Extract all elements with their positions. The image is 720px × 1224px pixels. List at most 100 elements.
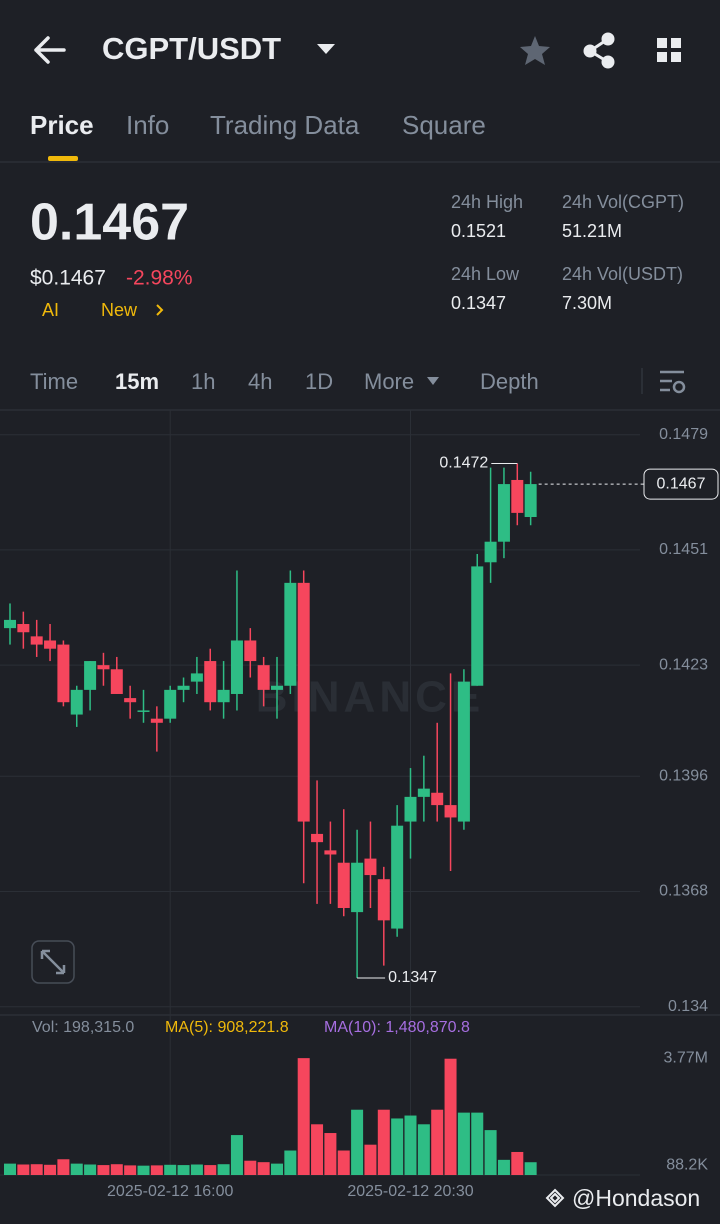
layout-icon[interactable] <box>657 38 681 62</box>
share-icon[interactable] <box>583 32 615 69</box>
candle-body <box>17 624 30 633</box>
candle-body <box>70 689 83 715</box>
ma10-label: MA(10): 1,480,870.8 <box>324 1019 470 1036</box>
volume-bar <box>137 1165 150 1175</box>
tab[interactable]: Price <box>30 110 94 140</box>
volume-bar <box>311 1124 324 1175</box>
y-tick-label: 0.1396 <box>659 768 708 785</box>
candle-body <box>337 862 350 908</box>
dropdown-caret[interactable] <box>317 44 335 54</box>
interval-option[interactable]: Depth <box>480 369 539 394</box>
volume-bar <box>297 1058 310 1175</box>
interval-option[interactable]: 4h <box>248 369 272 394</box>
volume-bar <box>84 1164 97 1175</box>
volume-bar <box>404 1115 417 1175</box>
volume-bar <box>364 1144 377 1175</box>
stat-value: 51.21M <box>562 221 622 241</box>
logo-mark <box>545 1188 565 1208</box>
volume-bar <box>417 1124 430 1175</box>
candle-body <box>124 698 137 703</box>
volume-bar <box>444 1058 457 1175</box>
y-tick-label: 0.1451 <box>659 541 708 558</box>
volume-bar <box>177 1165 190 1175</box>
candle-body <box>297 582 310 822</box>
active-tab-indicator <box>48 156 78 161</box>
volume-bar <box>377 1109 390 1175</box>
interval-option[interactable]: 1D <box>305 369 333 394</box>
stat-label: 24h Low <box>451 264 520 284</box>
chart-settings-icon[interactable] <box>660 370 686 394</box>
tab[interactable]: Info <box>126 110 169 140</box>
candle-body <box>84 661 97 690</box>
candle-body <box>257 665 270 690</box>
volume-bar <box>457 1112 470 1175</box>
volume-bar <box>150 1165 163 1175</box>
candle-body <box>164 689 177 719</box>
candle-body <box>364 858 377 876</box>
candle-body <box>244 640 257 662</box>
tab[interactable]: Trading Data <box>210 110 360 140</box>
interval-option[interactable]: 15m <box>115 369 159 394</box>
volume-bar <box>217 1164 230 1175</box>
stat-label: 24h Vol(USDT) <box>562 264 683 284</box>
volume-bar <box>124 1165 137 1175</box>
candle-body <box>44 640 57 649</box>
volume-tick-label: 3.77M <box>664 1049 708 1066</box>
candle-body <box>524 484 537 518</box>
candle-body <box>177 685 190 690</box>
stat-value: 0.1347 <box>451 293 506 313</box>
interval-option[interactable]: Time <box>30 369 78 394</box>
volume-bar <box>190 1164 203 1175</box>
volume-bar <box>337 1150 350 1175</box>
chevron <box>156 304 164 316</box>
favorite-star[interactable] <box>520 36 550 65</box>
candle-body <box>417 788 430 797</box>
max-label: 0.1472 <box>439 455 488 472</box>
volume-bar <box>244 1160 257 1175</box>
stat-label: 24h High <box>451 192 523 212</box>
candle-body <box>497 484 510 542</box>
candle-body <box>110 669 123 694</box>
volume-bar <box>44 1164 57 1175</box>
candle-body <box>150 718 163 723</box>
interval-option[interactable]: 1h <box>191 369 215 394</box>
volume-bar <box>164 1164 177 1175</box>
candle-body <box>230 640 243 694</box>
candle-body <box>217 689 230 703</box>
volume-bar <box>4 1163 16 1175</box>
stat-label: 24h Vol(CGPT) <box>562 192 684 212</box>
volume-bar <box>230 1135 243 1175</box>
volume-bar <box>524 1162 537 1175</box>
volume-bar <box>57 1159 70 1175</box>
y-tick-label: 0.1423 <box>659 656 708 673</box>
more-caret[interactable] <box>427 377 439 385</box>
expand-button[interactable] <box>31 940 75 984</box>
tab[interactable]: Square <box>402 110 486 140</box>
candle-body <box>444 805 457 818</box>
back-button[interactable] <box>34 36 66 64</box>
interval-option[interactable]: More <box>364 369 414 394</box>
candle-body <box>284 582 297 686</box>
volume-bar <box>284 1150 297 1175</box>
candle-body <box>324 850 337 855</box>
volume-bar <box>70 1163 83 1175</box>
volume-tick-label: 88.2K <box>666 1157 708 1174</box>
candle-body <box>431 792 444 806</box>
credit: @Hondason <box>572 1185 700 1211</box>
candle-body <box>30 636 43 645</box>
pair-title[interactable]: CGPT/USDT <box>102 31 281 66</box>
ai-badge[interactable]: AI <box>42 300 59 320</box>
volume-bar <box>351 1109 364 1175</box>
candle-body <box>271 685 283 690</box>
new-badge[interactable]: New <box>101 300 138 320</box>
candle-body <box>391 825 404 929</box>
candle-body <box>511 479 524 513</box>
price-change: -2.98% <box>126 267 193 290</box>
candle-body <box>97 665 110 670</box>
candle-body <box>137 710 150 712</box>
candle-body <box>377 879 390 921</box>
volume-bar <box>324 1133 337 1175</box>
y-tick-label: 0.1368 <box>659 883 708 900</box>
